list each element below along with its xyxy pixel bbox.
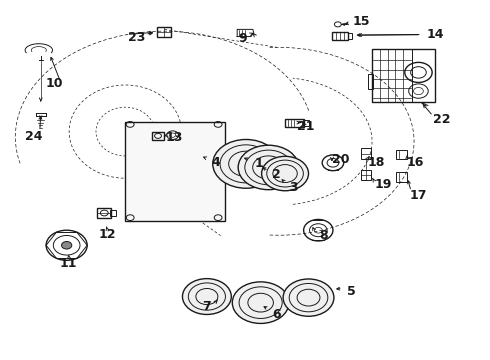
Bar <box>361 148 371 159</box>
Bar <box>361 170 371 180</box>
Bar <box>110 210 116 216</box>
Bar <box>152 132 164 140</box>
Circle shape <box>62 242 72 249</box>
Text: 1: 1 <box>254 157 263 170</box>
Bar <box>303 120 309 126</box>
Circle shape <box>238 145 299 190</box>
Text: 8: 8 <box>319 229 327 242</box>
Bar <box>372 49 412 102</box>
Bar <box>125 122 225 221</box>
Text: 7: 7 <box>202 300 211 313</box>
Text: 16: 16 <box>406 156 424 169</box>
Text: 17: 17 <box>410 189 427 202</box>
Bar <box>396 172 407 182</box>
Text: 22: 22 <box>433 113 450 126</box>
Bar <box>347 33 352 39</box>
Bar <box>285 119 304 127</box>
Text: 23: 23 <box>128 31 145 44</box>
Bar <box>372 49 435 102</box>
Bar <box>157 27 171 37</box>
Text: 6: 6 <box>272 308 281 321</box>
Text: 20: 20 <box>332 153 349 166</box>
Circle shape <box>232 282 289 323</box>
Text: 21: 21 <box>297 121 315 134</box>
Circle shape <box>182 279 231 315</box>
Bar <box>368 74 373 89</box>
Circle shape <box>262 156 309 191</box>
Text: 14: 14 <box>427 28 444 41</box>
Text: 15: 15 <box>352 15 370 28</box>
Bar <box>98 208 111 218</box>
Text: 11: 11 <box>59 257 77 270</box>
Circle shape <box>213 139 279 188</box>
Bar <box>332 32 347 40</box>
Text: 13: 13 <box>166 131 183 144</box>
Text: 24: 24 <box>25 130 43 143</box>
Text: 5: 5 <box>347 285 356 298</box>
Text: 18: 18 <box>368 156 385 169</box>
Text: 10: 10 <box>46 77 63 90</box>
Text: 3: 3 <box>290 181 298 194</box>
Bar <box>396 150 407 159</box>
Text: 19: 19 <box>374 178 392 191</box>
Text: 9: 9 <box>238 32 247 45</box>
Text: 2: 2 <box>272 168 281 181</box>
Text: 4: 4 <box>211 156 220 169</box>
Circle shape <box>283 279 334 316</box>
Text: 12: 12 <box>98 228 116 241</box>
